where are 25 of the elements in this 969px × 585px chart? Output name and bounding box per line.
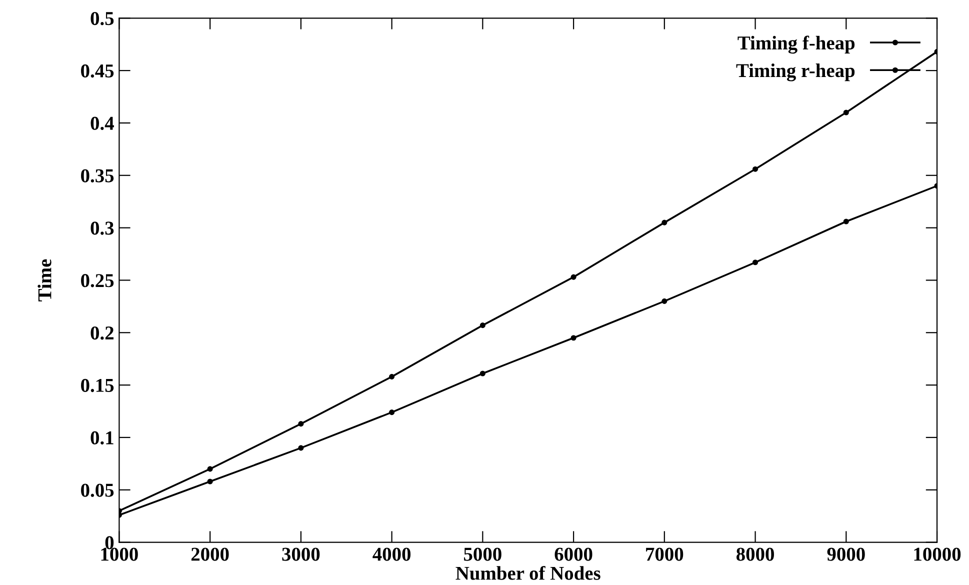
x-axis-title: Number of Nodes [456,566,600,580]
y-tick-label: 0.35 [81,169,114,182]
y-tick-label: 0.45 [81,64,114,78]
y-tick-label: 0.25 [81,274,114,288]
x-tick-label: 7000 [646,548,684,561]
y-tick-label: 0.3 [90,222,114,235]
legend-label: Timing f-heap [738,36,855,54]
y-tick-label: 0.5 [90,12,114,26]
x-tick-label: 8000 [736,548,774,561]
y-tick-label: 0.1 [90,431,114,444]
legend-label: Timing r-heap [736,63,855,82]
x-tick-label: 2000 [191,548,229,561]
x-tick-label: 6000 [554,548,592,561]
x-tick-label: 4000 [372,548,410,561]
x-tick-label: 9000 [827,548,865,561]
y-tick-label: 0.05 [81,484,114,497]
x-tick-label: 10000 [914,548,961,561]
y-axis-title: Time [38,259,52,302]
x-tick-label: 3000 [282,548,320,561]
x-tick-label: 5000 [464,548,502,561]
y-tick-label: 0.4 [90,116,114,130]
y-tick-label: 0.15 [81,378,114,392]
x-tick-label: 1000 [101,548,138,561]
y-tick-label: 0 [105,536,114,550]
y-tick-label: 0.2 [90,326,114,340]
